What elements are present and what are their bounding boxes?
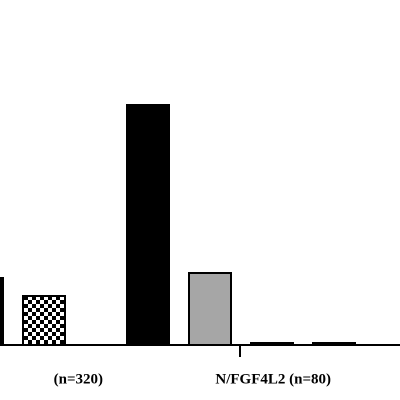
bar (0, 277, 4, 346)
x-tick-label: N/FGF4L2 (n=80) (215, 371, 331, 387)
bar (22, 295, 66, 346)
x-tick-label: (n=320) (54, 371, 103, 387)
bar (312, 342, 356, 346)
bar (188, 272, 232, 346)
bar (126, 104, 170, 346)
bar (250, 342, 294, 346)
